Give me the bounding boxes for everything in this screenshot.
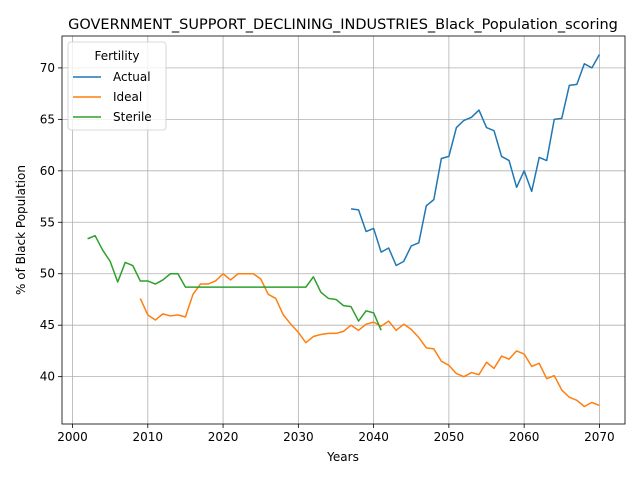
y-tick-label: 50 bbox=[40, 267, 55, 281]
legend: Fertility Actual Ideal Sterile bbox=[67, 41, 167, 131]
x-tick-label: 2020 bbox=[208, 430, 239, 444]
legend-box bbox=[67, 41, 167, 131]
x-tick-label: 2070 bbox=[584, 430, 615, 444]
x-tick-label: 2050 bbox=[434, 430, 465, 444]
y-axis-ticks: 40 45 50 55 60 65 70 bbox=[40, 61, 62, 384]
y-tick-label: 40 bbox=[40, 370, 55, 384]
y-tick-label: 70 bbox=[40, 61, 55, 75]
series-line-sterile bbox=[87, 234, 382, 331]
x-axis-label: Years bbox=[326, 450, 359, 464]
x-tick-label: 2060 bbox=[509, 430, 540, 444]
x-tick-label: 2040 bbox=[358, 430, 389, 444]
series-line-ideal bbox=[139, 272, 600, 408]
x-tick-label: 2000 bbox=[57, 430, 88, 444]
x-axis-ticks: 2000 2010 2020 2030 2040 2050 2060 2070 bbox=[57, 424, 615, 444]
legend-label-sterile: Sterile bbox=[113, 110, 152, 124]
legend-entries: Actual Ideal Sterile bbox=[73, 70, 152, 124]
legend-label-actual: Actual bbox=[113, 70, 151, 84]
y-tick-label: 55 bbox=[40, 215, 55, 229]
legend-label-ideal: Ideal bbox=[113, 90, 142, 104]
plot-area-frame bbox=[61, 35, 626, 425]
y-axis-label: % of Black Population bbox=[14, 165, 28, 295]
chart-title: GOVERNMENT_SUPPORT_DECLINING_INDUSTRIES_… bbox=[68, 17, 618, 33]
y-tick-label: 45 bbox=[40, 318, 55, 332]
y-tick-label: 65 bbox=[40, 112, 55, 126]
x-tick-label: 2030 bbox=[283, 430, 314, 444]
y-tick-label: 60 bbox=[40, 164, 55, 178]
legend-title: Fertility bbox=[94, 49, 139, 63]
x-tick-label: 2010 bbox=[133, 430, 164, 444]
series-line-actual bbox=[350, 54, 601, 267]
series-lines bbox=[87, 54, 601, 408]
